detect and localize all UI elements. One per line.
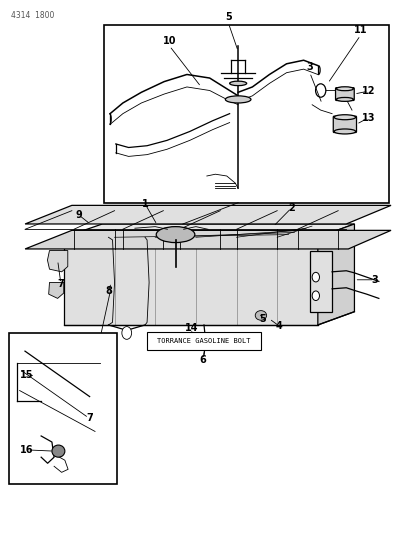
Text: 12: 12	[362, 86, 375, 96]
Text: 13: 13	[362, 112, 375, 123]
Ellipse shape	[336, 98, 353, 101]
FancyBboxPatch shape	[333, 116, 357, 133]
Text: TORRANCE GASOLINE BOLT: TORRANCE GASOLINE BOLT	[157, 338, 251, 344]
Ellipse shape	[52, 445, 65, 457]
Bar	[147, 333, 261, 351]
Text: 9: 9	[75, 210, 82, 220]
Text: 7: 7	[58, 279, 64, 288]
Polygon shape	[318, 224, 355, 325]
Text: 7: 7	[87, 413, 93, 423]
Ellipse shape	[334, 115, 356, 120]
Circle shape	[122, 327, 132, 340]
Bar	[9, 333, 117, 484]
Polygon shape	[25, 205, 391, 224]
Circle shape	[312, 291, 319, 301]
Ellipse shape	[255, 311, 266, 320]
Ellipse shape	[156, 227, 195, 243]
Polygon shape	[25, 230, 391, 249]
Ellipse shape	[336, 87, 353, 91]
Text: 4314  1800: 4314 1800	[11, 11, 54, 20]
Circle shape	[312, 272, 319, 282]
Circle shape	[315, 84, 326, 97]
Text: 6: 6	[200, 354, 206, 365]
Text: 16: 16	[20, 445, 34, 455]
Text: 1: 1	[142, 199, 149, 209]
Ellipse shape	[230, 81, 247, 86]
FancyBboxPatch shape	[335, 87, 354, 101]
Ellipse shape	[225, 96, 251, 103]
Text: 8: 8	[105, 286, 112, 296]
Text: 5: 5	[225, 12, 232, 22]
Bar	[310, 251, 332, 312]
Polygon shape	[64, 224, 355, 237]
Ellipse shape	[334, 129, 356, 134]
Text: 5: 5	[259, 313, 266, 324]
Text: 2: 2	[288, 203, 295, 213]
Text: 15: 15	[20, 370, 34, 381]
Polygon shape	[49, 282, 64, 298]
Text: 3: 3	[306, 62, 313, 72]
Text: 14: 14	[185, 323, 199, 333]
Polygon shape	[47, 251, 68, 272]
Text: 10: 10	[163, 36, 176, 45]
Bar	[104, 25, 389, 203]
Polygon shape	[64, 237, 318, 325]
Text: 4: 4	[276, 321, 283, 331]
Text: 3: 3	[371, 275, 378, 285]
Text: 11: 11	[354, 25, 367, 35]
